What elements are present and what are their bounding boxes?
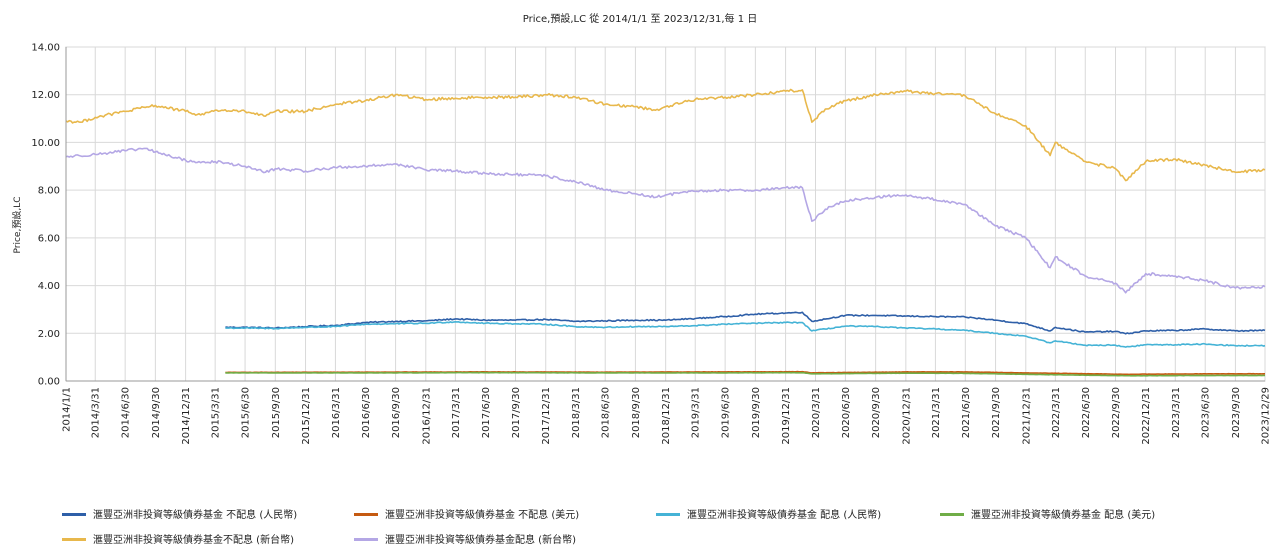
x-tick-label: 2015/3/31 xyxy=(211,387,222,438)
x-tick-label: 2022/9/30 xyxy=(1111,387,1122,438)
x-tick-label: 2018/6/30 xyxy=(601,387,612,438)
x-tick-label: 2020/12/31 xyxy=(901,387,912,445)
x-tick-label: 2017/9/30 xyxy=(511,387,522,438)
x-tick-label: 2019/9/30 xyxy=(751,387,762,438)
x-tick-label: 2016/6/30 xyxy=(361,387,372,438)
legend: 滙豐亞洲非投資等級債券基金 不配息 (人民幣) 滙豐亞洲非投資等級債券基金 不配息… xyxy=(62,508,1155,546)
chart-title: Price,預設,LC 從 2014/1/1 至 2023/12/31,每 1 … xyxy=(523,12,757,25)
x-tick-label: 2018/9/30 xyxy=(631,387,642,438)
legend-item: 滙豐亞洲非投資等級債券基金配息 (新台幣) xyxy=(354,533,576,546)
axes: 0.00 2.00 4.00 6.00 8.00 10.00 12.00 14.00 2014/… xyxy=(31,43,1270,445)
series-line-4 xyxy=(225,371,1266,377)
x-tick-label: 2015/9/30 xyxy=(271,387,282,438)
grid xyxy=(65,46,1266,382)
series-line-1 xyxy=(225,311,1266,335)
x-tick-label: 2019/12/31 xyxy=(781,387,792,445)
x-tick-label: 2021/6/30 xyxy=(961,387,972,438)
y-axis-title: Price,預設,LC xyxy=(11,197,23,254)
x-tick-label: 2014/9/30 xyxy=(151,387,162,438)
x-tick-label: 2015/12/31 xyxy=(301,387,312,445)
legend-label: 滙豐亞洲非投資等級債券基金 不配息 (美元) xyxy=(385,508,579,521)
legend-label: 滙豐亞洲非投資等級債券基金 不配息 (人民幣) xyxy=(93,508,297,521)
series-line-5 xyxy=(65,88,1266,182)
x-tick-label: 2016/3/31 xyxy=(331,387,342,438)
x-tick-label: 2017/6/30 xyxy=(481,387,492,438)
y-tick-label: 12.00 xyxy=(31,90,60,101)
x-tick-label: 2014/12/31 xyxy=(181,387,192,445)
x-tick-label: 2023/3/31 xyxy=(1171,387,1182,438)
y-tick-label: 0.00 xyxy=(38,377,60,388)
x-tick-label: 2020/6/30 xyxy=(841,387,852,438)
x-tick-label: 2023/9/30 xyxy=(1231,387,1242,438)
y-tick-label: 6.00 xyxy=(38,233,60,244)
legend-item: 滙豐亞洲非投資等級債券基金 不配息 (人民幣) xyxy=(62,508,297,521)
legend-label: 滙豐亞洲非投資等級債券基金配息 (新台幣) xyxy=(385,533,576,546)
x-tick-label: 2015/6/30 xyxy=(241,387,252,438)
x-tick-label: 2021/12/31 xyxy=(1021,387,1032,445)
legend-item: 滙豐亞洲非投資等級債券基金不配息 (新台幣) xyxy=(62,533,294,546)
x-tick-label: 2017/12/31 xyxy=(541,387,552,445)
x-tick-label: 2021/3/31 xyxy=(931,387,942,438)
x-tick-label: 2018/12/31 xyxy=(661,387,672,445)
x-tick-label: 2022/6/30 xyxy=(1081,387,1092,438)
x-tick-label: 2016/9/30 xyxy=(391,387,402,438)
series-line-6 xyxy=(65,147,1266,294)
series-lines xyxy=(65,88,1266,377)
x-tick-label: 2022/3/31 xyxy=(1051,387,1062,438)
y-tick-label: 4.00 xyxy=(38,281,60,292)
legend-item: 滙豐亞洲非投資等級債券基金 不配息 (美元) xyxy=(354,508,579,521)
x-tick-label: 2017/3/31 xyxy=(451,387,462,438)
x-tick-label: 2019/3/31 xyxy=(691,387,702,438)
x-tick-label: 2021/9/30 xyxy=(991,387,1002,438)
x-tick-label: 2016/12/31 xyxy=(421,387,432,445)
y-tick-label: 8.00 xyxy=(38,186,60,197)
x-tick-label: 2014/6/30 xyxy=(121,387,132,438)
x-tick-label: 2014/1/1 xyxy=(62,387,73,432)
y-tick-label: 2.00 xyxy=(38,329,60,340)
x-tick-label: 2020/9/30 xyxy=(871,387,882,438)
legend-item: 滙豐亞洲非投資等級債券基金 配息 (人民幣) xyxy=(656,508,881,521)
x-tick-label: 2018/3/31 xyxy=(571,387,582,438)
legend-label: 滙豐亞洲非投資等級債券基金不配息 (新台幣) xyxy=(93,533,294,546)
x-tick-label: 2014/3/31 xyxy=(91,387,102,438)
legend-label: 滙豐亞洲非投資等級債券基金 配息 (美元) xyxy=(971,508,1155,521)
x-tick-label: 2023/12/29 xyxy=(1261,387,1270,445)
x-tick-label: 2022/12/31 xyxy=(1141,387,1152,445)
x-tick-label: 2019/6/30 xyxy=(721,387,732,438)
x-tick-label: 2020/3/31 xyxy=(811,387,822,438)
x-tick-label: 2023/6/30 xyxy=(1201,387,1212,438)
series-line-3 xyxy=(225,321,1266,348)
y-tick-label: 10.00 xyxy=(31,138,60,149)
y-tick-label: 14.00 xyxy=(31,43,60,54)
legend-label: 滙豐亞洲非投資等級債券基金 配息 (人民幣) xyxy=(687,508,881,521)
legend-item: 滙豐亞洲非投資等級債券基金 配息 (美元) xyxy=(940,508,1155,521)
